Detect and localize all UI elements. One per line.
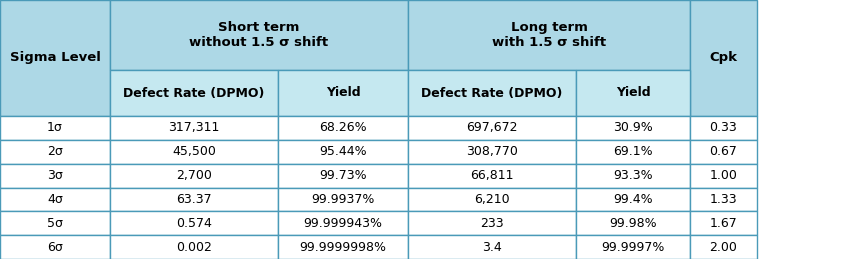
- Bar: [0, 188, 110, 211]
- Text: 99.999943%: 99.999943%: [303, 217, 383, 230]
- Bar: [0, 0, 110, 116]
- Bar: [278, 70, 408, 116]
- Text: 5σ: 5σ: [47, 217, 63, 230]
- Bar: [408, 235, 576, 259]
- Text: 99.9937%: 99.9937%: [311, 193, 374, 206]
- Text: 2σ: 2σ: [47, 145, 63, 158]
- Text: 1σ: 1σ: [47, 121, 63, 134]
- Text: 99.4%: 99.4%: [613, 193, 652, 206]
- Text: 3σ: 3σ: [47, 169, 63, 182]
- Text: 2.00: 2.00: [710, 241, 738, 254]
- Bar: [0, 116, 110, 140]
- Text: 6σ: 6σ: [47, 241, 63, 254]
- Bar: [110, 140, 278, 164]
- Bar: [576, 235, 690, 259]
- Bar: [110, 235, 278, 259]
- Text: Cpk: Cpk: [710, 52, 738, 64]
- Bar: [576, 140, 690, 164]
- Bar: [408, 211, 576, 235]
- Bar: [0, 140, 110, 164]
- Text: 99.73%: 99.73%: [319, 169, 367, 182]
- Text: 1.67: 1.67: [710, 217, 738, 230]
- Bar: [278, 164, 408, 188]
- Text: 0.002: 0.002: [176, 241, 212, 254]
- Text: Yield: Yield: [615, 87, 650, 99]
- Bar: [110, 0, 408, 70]
- Bar: [408, 188, 576, 211]
- Text: 69.1%: 69.1%: [613, 145, 652, 158]
- Bar: [690, 211, 757, 235]
- Text: 99.9999998%: 99.9999998%: [299, 241, 386, 254]
- Text: 4σ: 4σ: [47, 193, 63, 206]
- Bar: [408, 116, 576, 140]
- Text: 95.44%: 95.44%: [319, 145, 367, 158]
- Bar: [690, 164, 757, 188]
- Bar: [690, 140, 757, 164]
- Bar: [576, 211, 690, 235]
- Text: 66,811: 66,811: [470, 169, 513, 182]
- Bar: [690, 235, 757, 259]
- Text: 308,770: 308,770: [466, 145, 518, 158]
- Bar: [110, 164, 278, 188]
- Bar: [278, 211, 408, 235]
- Bar: [278, 188, 408, 211]
- Bar: [690, 188, 757, 211]
- Bar: [408, 164, 576, 188]
- Text: 45,500: 45,500: [172, 145, 216, 158]
- Bar: [0, 211, 110, 235]
- Bar: [690, 116, 757, 140]
- Text: 68.26%: 68.26%: [319, 121, 367, 134]
- Text: 2,700: 2,700: [176, 169, 212, 182]
- Bar: [576, 164, 690, 188]
- Text: Yield: Yield: [325, 87, 360, 99]
- Bar: [408, 0, 690, 70]
- Text: Long term
with 1.5 σ shift: Long term with 1.5 σ shift: [492, 21, 606, 49]
- Text: 0.33: 0.33: [710, 121, 738, 134]
- Text: 317,311: 317,311: [169, 121, 220, 134]
- Text: Defect Rate (DPMO): Defect Rate (DPMO): [123, 87, 265, 99]
- Bar: [278, 235, 408, 259]
- Text: Short term
without 1.5 σ shift: Short term without 1.5 σ shift: [190, 21, 329, 49]
- Text: 0.574: 0.574: [176, 217, 212, 230]
- Text: 233: 233: [481, 217, 504, 230]
- Text: 99.9997%: 99.9997%: [601, 241, 664, 254]
- Text: 30.9%: 30.9%: [613, 121, 652, 134]
- Text: 1.33: 1.33: [710, 193, 738, 206]
- Bar: [0, 235, 110, 259]
- Text: 63.37: 63.37: [176, 193, 212, 206]
- Text: 697,672: 697,672: [466, 121, 518, 134]
- Text: 0.67: 0.67: [710, 145, 738, 158]
- Bar: [278, 116, 408, 140]
- Bar: [278, 140, 408, 164]
- Bar: [690, 0, 757, 116]
- Text: 1.00: 1.00: [710, 169, 738, 182]
- Bar: [408, 70, 576, 116]
- Bar: [576, 188, 690, 211]
- Bar: [0, 164, 110, 188]
- Text: 6,210: 6,210: [474, 193, 510, 206]
- Bar: [110, 211, 278, 235]
- Bar: [110, 116, 278, 140]
- Text: 3.4: 3.4: [482, 241, 502, 254]
- Bar: [576, 116, 690, 140]
- Bar: [110, 188, 278, 211]
- Text: Defect Rate (DPMO): Defect Rate (DPMO): [422, 87, 562, 99]
- Bar: [110, 70, 278, 116]
- Bar: [408, 140, 576, 164]
- Text: 99.98%: 99.98%: [609, 217, 657, 230]
- Text: 93.3%: 93.3%: [613, 169, 652, 182]
- Text: Sigma Level: Sigma Level: [9, 52, 100, 64]
- Bar: [576, 70, 690, 116]
